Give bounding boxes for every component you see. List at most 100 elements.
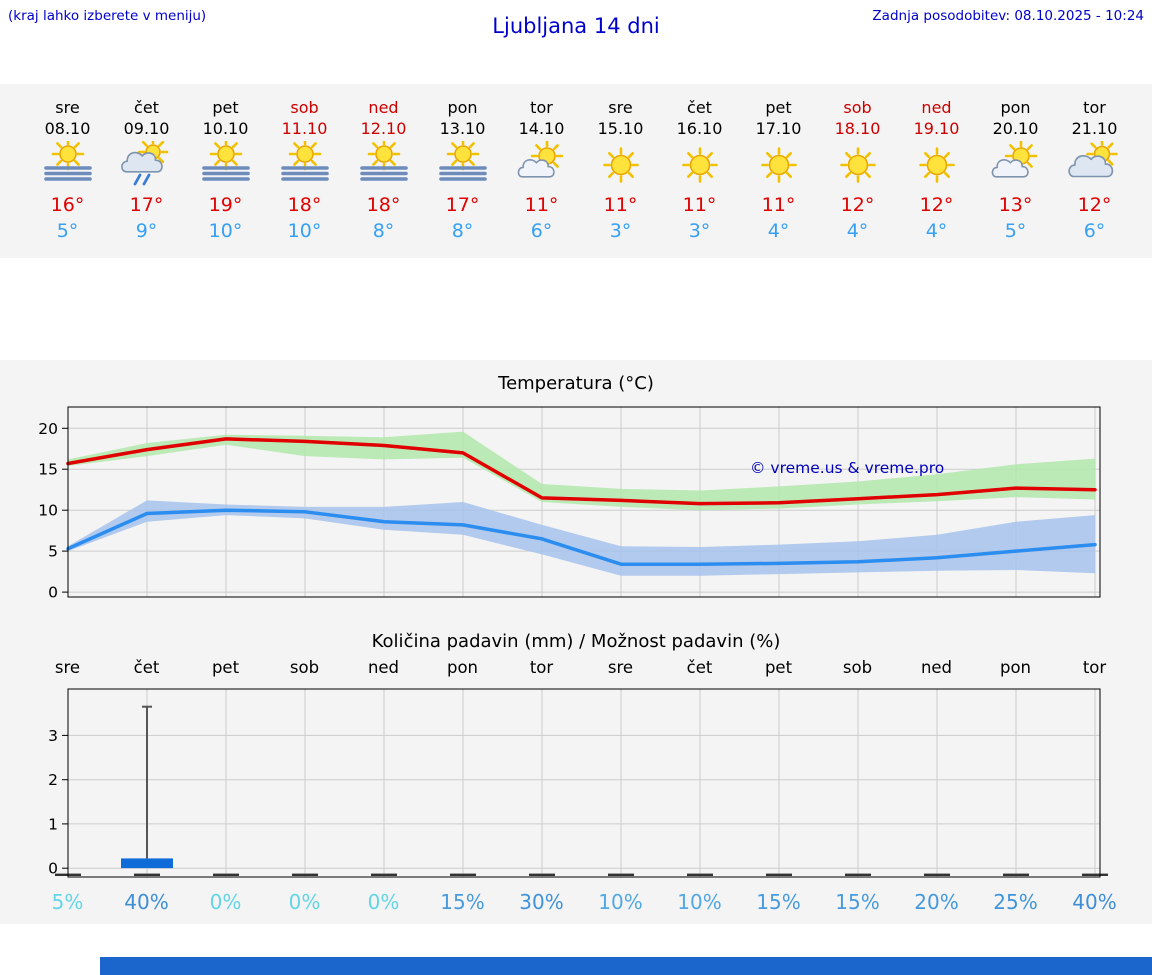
cloud-sun-icon [1055,139,1134,189]
day-low-temp: 4° [767,220,790,242]
day-high-temp: 11° [682,194,717,216]
forecast-day: tor 14.10 11° 6° [502,97,581,243]
precip-day-label: pon [999,658,1032,677]
day-low-temp: 9° [135,220,158,242]
precip-probability: 0% [367,890,400,914]
day-high-temp: 16° [50,194,85,216]
day-low-temp: 8° [372,220,395,242]
day-date: 12.10 [360,119,407,138]
precip-day-label: tor [529,658,554,677]
precip-probability: 10% [598,890,643,914]
precip-probability: 0% [209,890,242,914]
sun-fog-icon [265,139,344,189]
day-date: 11.10 [281,119,328,138]
precip-day-label: pet [764,658,793,677]
day-date: 20.10 [992,119,1039,138]
precip-probability: 0% [288,890,321,914]
precip-probability: 20% [914,890,959,914]
sun-icon [660,139,739,189]
day-high-temp: 11° [524,194,559,216]
precip-day-label: sre [607,658,634,677]
precip-probability: 30% [519,890,564,914]
sun-icon [818,139,897,189]
precip-day-label: čet [686,658,713,677]
precip-day-labels-row: sre čet pet sob ned pon tor sre čet pet sob ned pon t… [28,658,1134,677]
day-high-temp: 11° [761,194,796,216]
precip-probability: 40% [1072,890,1117,914]
sun-fog-icon [186,139,265,189]
day-date: 16.10 [676,119,723,138]
footer-bar [100,957,1152,975]
day-date: 10.10 [202,119,249,138]
svg-text:0: 0 [48,860,58,878]
forecast-day: ned 19.10 12° 4° [897,97,976,243]
day-date: 15.10 [597,119,644,138]
precip-day-label: pet [211,658,240,677]
forecast-day: čet 09.10 17° 9° [107,97,186,243]
precip-probability: 15% [440,890,485,914]
forecast-day: čet 16.10 11° 3° [660,97,739,243]
day-low-temp: 10° [208,220,243,242]
day-date: 18.10 [834,119,881,138]
forecast-day: pet 17.10 11° 4° [739,97,818,243]
forecast-day: sob 11.10 18° 10° [265,97,344,243]
precip-day-label: sob [842,658,873,677]
day-name: pon [1000,98,1031,117]
precip-probability: 40% [124,890,169,914]
forecast-day: sre 08.10 16° 5° [28,97,107,243]
precip-day-label: ned [367,658,400,677]
sun-cloud-icon [502,139,581,189]
precip-day-label: tor [1082,658,1107,677]
day-high-temp: 19° [208,194,243,216]
precip-probability: 25% [993,890,1038,914]
day-high-temp: 12° [1077,194,1112,216]
svg-text:15: 15 [38,461,58,479]
sun-rain-icon [107,139,186,189]
forecast-day: pet 10.10 19° 10° [186,97,265,243]
forecast-day: pon 20.10 13° 5° [976,97,1055,243]
svg-text:5: 5 [48,543,58,561]
sun-fog-icon [344,139,423,189]
precip-probability: 15% [835,890,880,914]
forecast-strip: sre 08.10 16° 5° čet 09.10 17° 9° pet 10.10 19° 10°… [0,84,1152,258]
day-high-temp: 17° [445,194,480,216]
temperature-chart-title: Temperatura (°C) [498,373,654,394]
day-low-temp: 6° [530,220,553,242]
sun-fog-icon [423,139,502,189]
forecast-day: ned 12.10 18° 8° [344,97,423,243]
day-name: sob [290,98,319,117]
header: (kraj lahko izberete v meniju) Ljubljana… [0,0,1152,64]
day-date: 17.10 [755,119,802,138]
page-title: Ljubljana 14 dni [492,14,660,38]
precip-day-label: sob [289,658,320,677]
charts-section: Temperatura (°C) 0 5 10 15 20 © vreme.us & vr… [0,360,1152,924]
day-high-temp: 18° [287,194,322,216]
svg-text:20: 20 [38,420,58,438]
day-name: sre [55,98,80,117]
day-name: pon [447,98,478,117]
precip-probability: 15% [756,890,801,914]
day-high-temp: 13° [998,194,1033,216]
forecast-day: pon 13.10 17° 8° [423,97,502,243]
sun-icon [739,139,818,189]
day-high-temp: 18° [366,194,401,216]
day-low-temp: 8° [451,220,474,242]
day-date: 14.10 [518,119,565,138]
day-date: 08.10 [44,119,91,138]
forecast-day: sre 15.10 11° 3° [581,97,660,243]
temperature-chart: 0 5 10 15 20 © vreme.us & vreme.pro [0,399,1152,604]
precip-chart-title: Količina padavin (mm) / Možnost padavin … [371,631,781,652]
day-high-temp: 12° [919,194,954,216]
day-low-temp: 10° [287,220,322,242]
day-name: čet [134,98,159,117]
day-high-temp: 12° [840,194,875,216]
day-name: pet [212,98,239,117]
precip-probabilities-row: 5% 40% 0% 0% 0% 15% 30% 10% 10% 15% 15% 20% 25% 40% [28,890,1134,914]
precip-probability: 5% [51,890,84,914]
precip-day-label: pon [446,658,479,677]
day-high-temp: 17° [129,194,164,216]
precip-day-label: ned [920,658,953,677]
day-low-temp: 4° [846,220,869,242]
day-name: tor [530,98,553,117]
day-name: ned [921,98,952,117]
